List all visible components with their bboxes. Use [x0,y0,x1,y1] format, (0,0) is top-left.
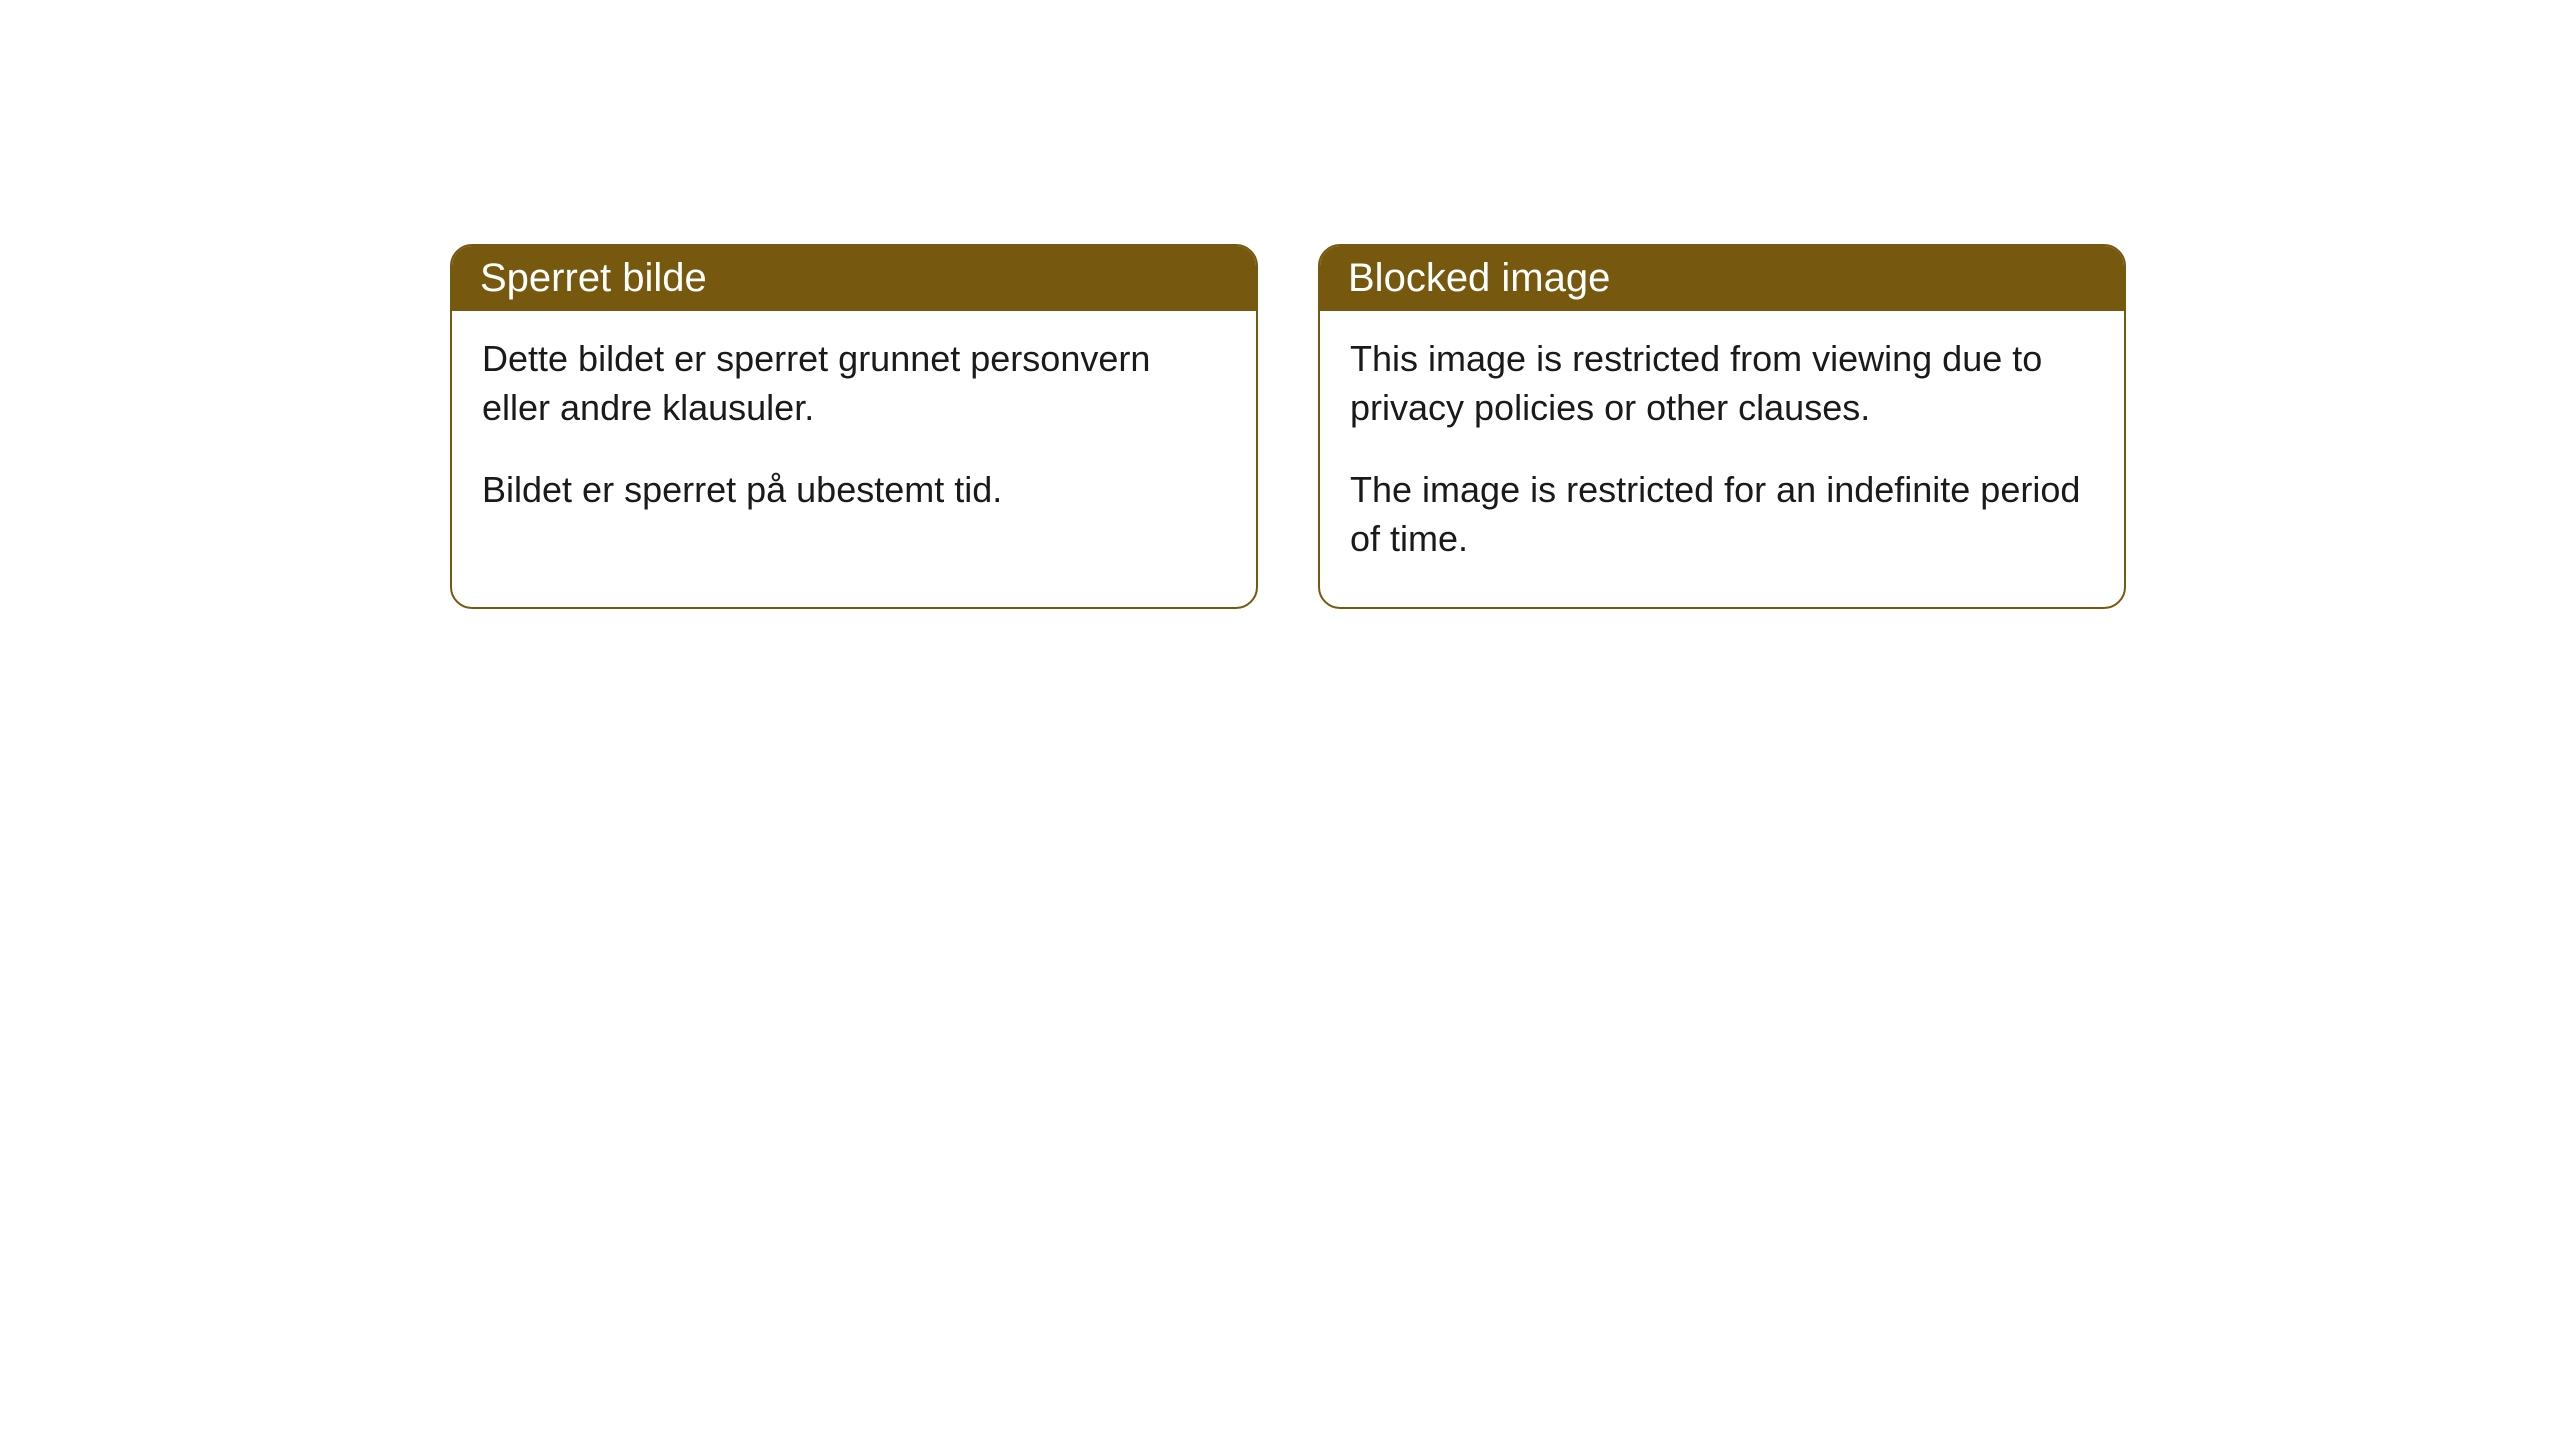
card-paragraph: Dette bildet er sperret grunnet personve… [482,335,1226,432]
card-paragraph: The image is restricted for an indefinit… [1350,466,2094,563]
card-paragraph: This image is restricted from viewing du… [1350,335,2094,432]
notice-card-english: Blocked image This image is restricted f… [1318,244,2126,609]
card-body: Dette bildet er sperret grunnet personve… [452,311,1256,559]
card-header: Blocked image [1320,246,2124,311]
card-paragraph: Bildet er sperret på ubestemt tid. [482,466,1226,515]
notice-container: Sperret bilde Dette bildet er sperret gr… [0,0,2560,609]
card-header: Sperret bilde [452,246,1256,311]
card-body: This image is restricted from viewing du… [1320,311,2124,607]
notice-card-norwegian: Sperret bilde Dette bildet er sperret gr… [450,244,1258,609]
